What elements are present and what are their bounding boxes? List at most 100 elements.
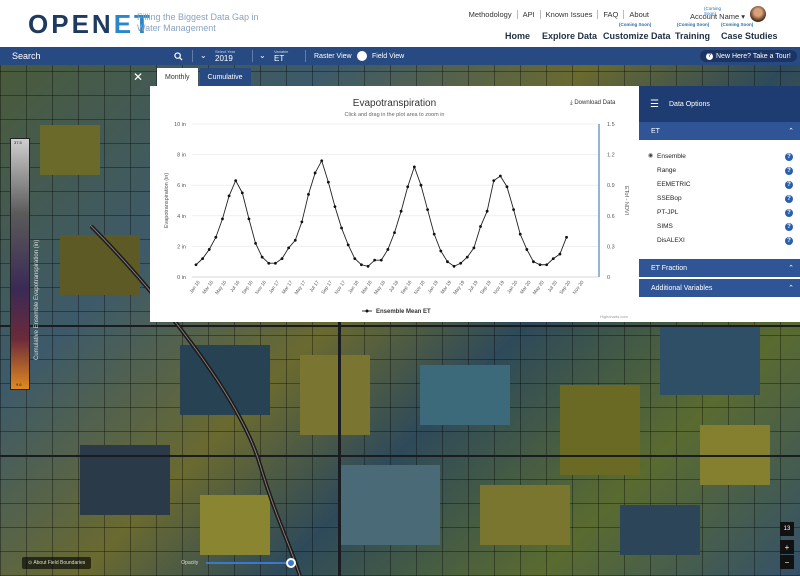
raster-view-label[interactable]: Raster View: [314, 52, 352, 60]
chart-panel: Evapotranspiration Click and drag in the…: [150, 86, 639, 322]
nav-explore-data[interactable]: Explore Data: [542, 31, 598, 41]
x-tick-label: Nov 17: [334, 279, 348, 295]
tab-monthly[interactable]: Monthly: [157, 68, 198, 86]
x-tick-label: Nov 18: [413, 279, 427, 295]
data-point: [419, 183, 423, 187]
x-tick-label: Jan 19: [427, 279, 440, 295]
data-point: [439, 249, 443, 253]
nav-customize-data[interactable]: Customize Data: [603, 31, 671, 41]
chevron-down-icon[interactable]: ⌄: [200, 51, 207, 60]
search-input[interactable]: Search: [12, 51, 41, 61]
opacity-slider-handle[interactable]: [286, 558, 297, 568]
nav-case-studies[interactable]: Case Studies: [721, 31, 778, 41]
x-tick-label: Jul 17: [308, 279, 320, 293]
data-point: [551, 257, 555, 261]
help-icon[interactable]: ?: [785, 237, 793, 245]
map-field: [620, 505, 700, 555]
data-point: [287, 246, 291, 250]
x-tick-label: Mar 17: [281, 279, 295, 295]
coming-soon-badge: (Coming Soon): [619, 22, 652, 27]
data-point: [300, 220, 304, 224]
search-icon[interactable]: [174, 47, 183, 65]
openet-logo[interactable]: OPENET: [28, 9, 153, 39]
zoom-in-button[interactable]: +: [780, 540, 794, 554]
tab-cumulative[interactable]: Cumulative: [199, 68, 251, 86]
legend-colorbar: [10, 138, 30, 390]
data-point: [452, 264, 456, 268]
et-fraction-section[interactable]: ET Fraction ⌃: [639, 259, 800, 277]
legend-label: Ensemble Mean ET: [376, 309, 431, 315]
data-point: [280, 257, 284, 261]
chevron-up-icon: ⌃: [788, 285, 794, 292]
model-ssebop[interactable]: SSEBop: [657, 195, 682, 202]
avatar[interactable]: [750, 6, 766, 22]
zoom-out-button[interactable]: −: [780, 555, 794, 569]
model-ensemble[interactable]: Ensemble: [657, 153, 686, 160]
data-point: [406, 185, 410, 189]
x-tick-label: May 16: [214, 279, 228, 296]
model-disalexi[interactable]: DisALEXI: [657, 237, 685, 244]
chevron-down-icon[interactable]: ⌄: [259, 51, 266, 60]
year-select[interactable]: 2019: [215, 54, 233, 63]
y2-axis-title: ETof - NDVI: [623, 186, 629, 216]
take-tour-button[interactable]: ? New Here? Take a Tour!: [700, 50, 797, 62]
data-point: [558, 252, 562, 256]
account-name[interactable]: Account Name ▾: [690, 12, 746, 21]
help-icon[interactable]: ?: [785, 195, 793, 203]
chevron-down-icon: ▾: [741, 12, 746, 21]
et-section-header[interactable]: ET ⌃: [639, 122, 800, 140]
top-link-known-issues[interactable]: Known Issues: [541, 10, 599, 19]
data-point: [565, 235, 568, 239]
top-link-about[interactable]: About: [629, 10, 649, 19]
eye-icon[interactable]: ◉: [648, 153, 654, 159]
about-field-boundaries-button[interactable]: ⊙ About Field Boundaries: [22, 557, 92, 569]
download-data-button[interactable]: ⤓ Download Data: [570, 100, 616, 106]
chart-title: Evapotranspiration: [352, 98, 437, 109]
top-links: Methodology API Known Issues FAQ About: [464, 10, 654, 19]
top-link-faq[interactable]: FAQ: [598, 10, 625, 19]
data-point: [346, 243, 350, 247]
x-tick-label: Sep 20: [559, 279, 573, 295]
view-toggle[interactable]: [357, 51, 367, 61]
top-link-api[interactable]: API: [518, 10, 541, 19]
x-tick-label: Sep 17: [320, 279, 334, 295]
data-point: [320, 159, 324, 163]
map-field: [660, 325, 760, 395]
x-tick-label: Sep 19: [479, 279, 493, 295]
variable-select[interactable]: ET: [274, 54, 285, 63]
help-icon[interactable]: ?: [785, 167, 793, 175]
help-icon: ?: [706, 52, 713, 60]
data-point: [260, 255, 264, 259]
model-pt-jpl[interactable]: PT-JPL: [657, 209, 679, 216]
map-field: [180, 345, 270, 415]
x-tick-label: Jan 20: [506, 279, 519, 295]
x-tick-label: May 18: [373, 279, 387, 296]
map-field: [200, 495, 270, 555]
opacity-slider[interactable]: [206, 562, 287, 564]
data-point: [240, 191, 244, 195]
model-sims[interactable]: SIMS: [657, 223, 673, 230]
y2-tick-label: 0.9: [607, 183, 615, 189]
et-chart[interactable]: 0 in 2 in 4 in 6 in 8 in 10 in 0 0.3 0.6 0.9 1.2 1.…: [150, 86, 639, 322]
y-tick-label: 0 in: [177, 275, 186, 281]
legend-title: Cumulative Ensemble Evapotranspiration (…: [34, 239, 40, 360]
data-point: [472, 246, 476, 250]
y2-tick-label: 1.5: [607, 122, 615, 128]
help-icon[interactable]: ?: [785, 223, 793, 231]
close-icon[interactable]: ✕: [132, 70, 144, 84]
nav-training[interactable]: Training: [675, 31, 711, 41]
nav-home[interactable]: Home: [505, 31, 531, 41]
help-icon[interactable]: ?: [785, 209, 793, 217]
data-point: [221, 217, 224, 221]
data-point: [432, 232, 436, 236]
additional-variables-section[interactable]: Additional Variables ⌃: [639, 279, 800, 297]
help-icon[interactable]: ?: [785, 153, 793, 161]
x-tick-label: Jan 17: [268, 279, 281, 295]
help-icon[interactable]: ?: [785, 181, 793, 189]
opacity-label: Opacity: [181, 560, 199, 566]
data-point: [194, 263, 198, 267]
model-range[interactable]: Range: [657, 167, 677, 174]
field-view-label[interactable]: Field View: [372, 52, 405, 60]
top-link-methodology[interactable]: Methodology: [464, 10, 518, 19]
model-eemetric[interactable]: EEMETRIC: [657, 181, 691, 188]
